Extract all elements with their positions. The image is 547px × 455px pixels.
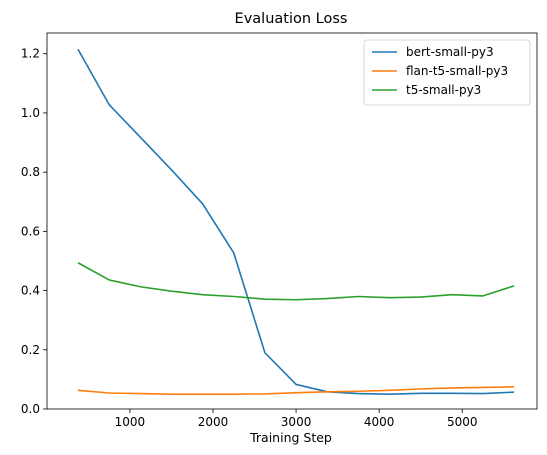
y-tick-label: 1.0 xyxy=(21,106,40,120)
y-tick-label: 0.6 xyxy=(21,224,40,238)
legend-box xyxy=(363,39,531,106)
legend: bert-small-py3 flan-t5-small-py3 t5-small-… xyxy=(363,39,531,106)
y-tick-label: 0.2 xyxy=(21,343,40,357)
series-layer xyxy=(77,48,515,396)
series-line-flan-t5-small-py3 xyxy=(77,386,515,396)
x-tick-label: 5000 xyxy=(447,415,478,429)
x-tick-label: 3000 xyxy=(281,415,312,429)
y-axis: 0.0 0.2 0.4 0.6 0.8 1.0 1.2 xyxy=(21,47,47,416)
x-tick-label: 1000 xyxy=(115,415,146,429)
chart-title: Evaluation Loss xyxy=(235,11,348,27)
plot-frame xyxy=(46,32,538,410)
x-axis-label: Training Step xyxy=(249,430,332,445)
y-tick-label: 0.8 xyxy=(21,165,40,179)
x-tick-label: 4000 xyxy=(364,415,395,429)
legend-label: bert-small-py3 xyxy=(406,45,494,59)
y-tick-label: 0.4 xyxy=(21,284,40,298)
series-line-bert-small-py3 xyxy=(77,48,515,396)
y-tick-label: 1.2 xyxy=(21,47,40,61)
y-tick-label: 0.0 xyxy=(21,402,40,416)
legend-label: t5-small-py3 xyxy=(406,83,481,97)
series-line-t5-small-py3 xyxy=(77,262,515,301)
legend-label: flan-t5-small-py3 xyxy=(406,64,508,78)
x-axis: 1000 2000 3000 4000 5000 xyxy=(115,409,478,429)
x-tick-label: 2000 xyxy=(198,415,229,429)
